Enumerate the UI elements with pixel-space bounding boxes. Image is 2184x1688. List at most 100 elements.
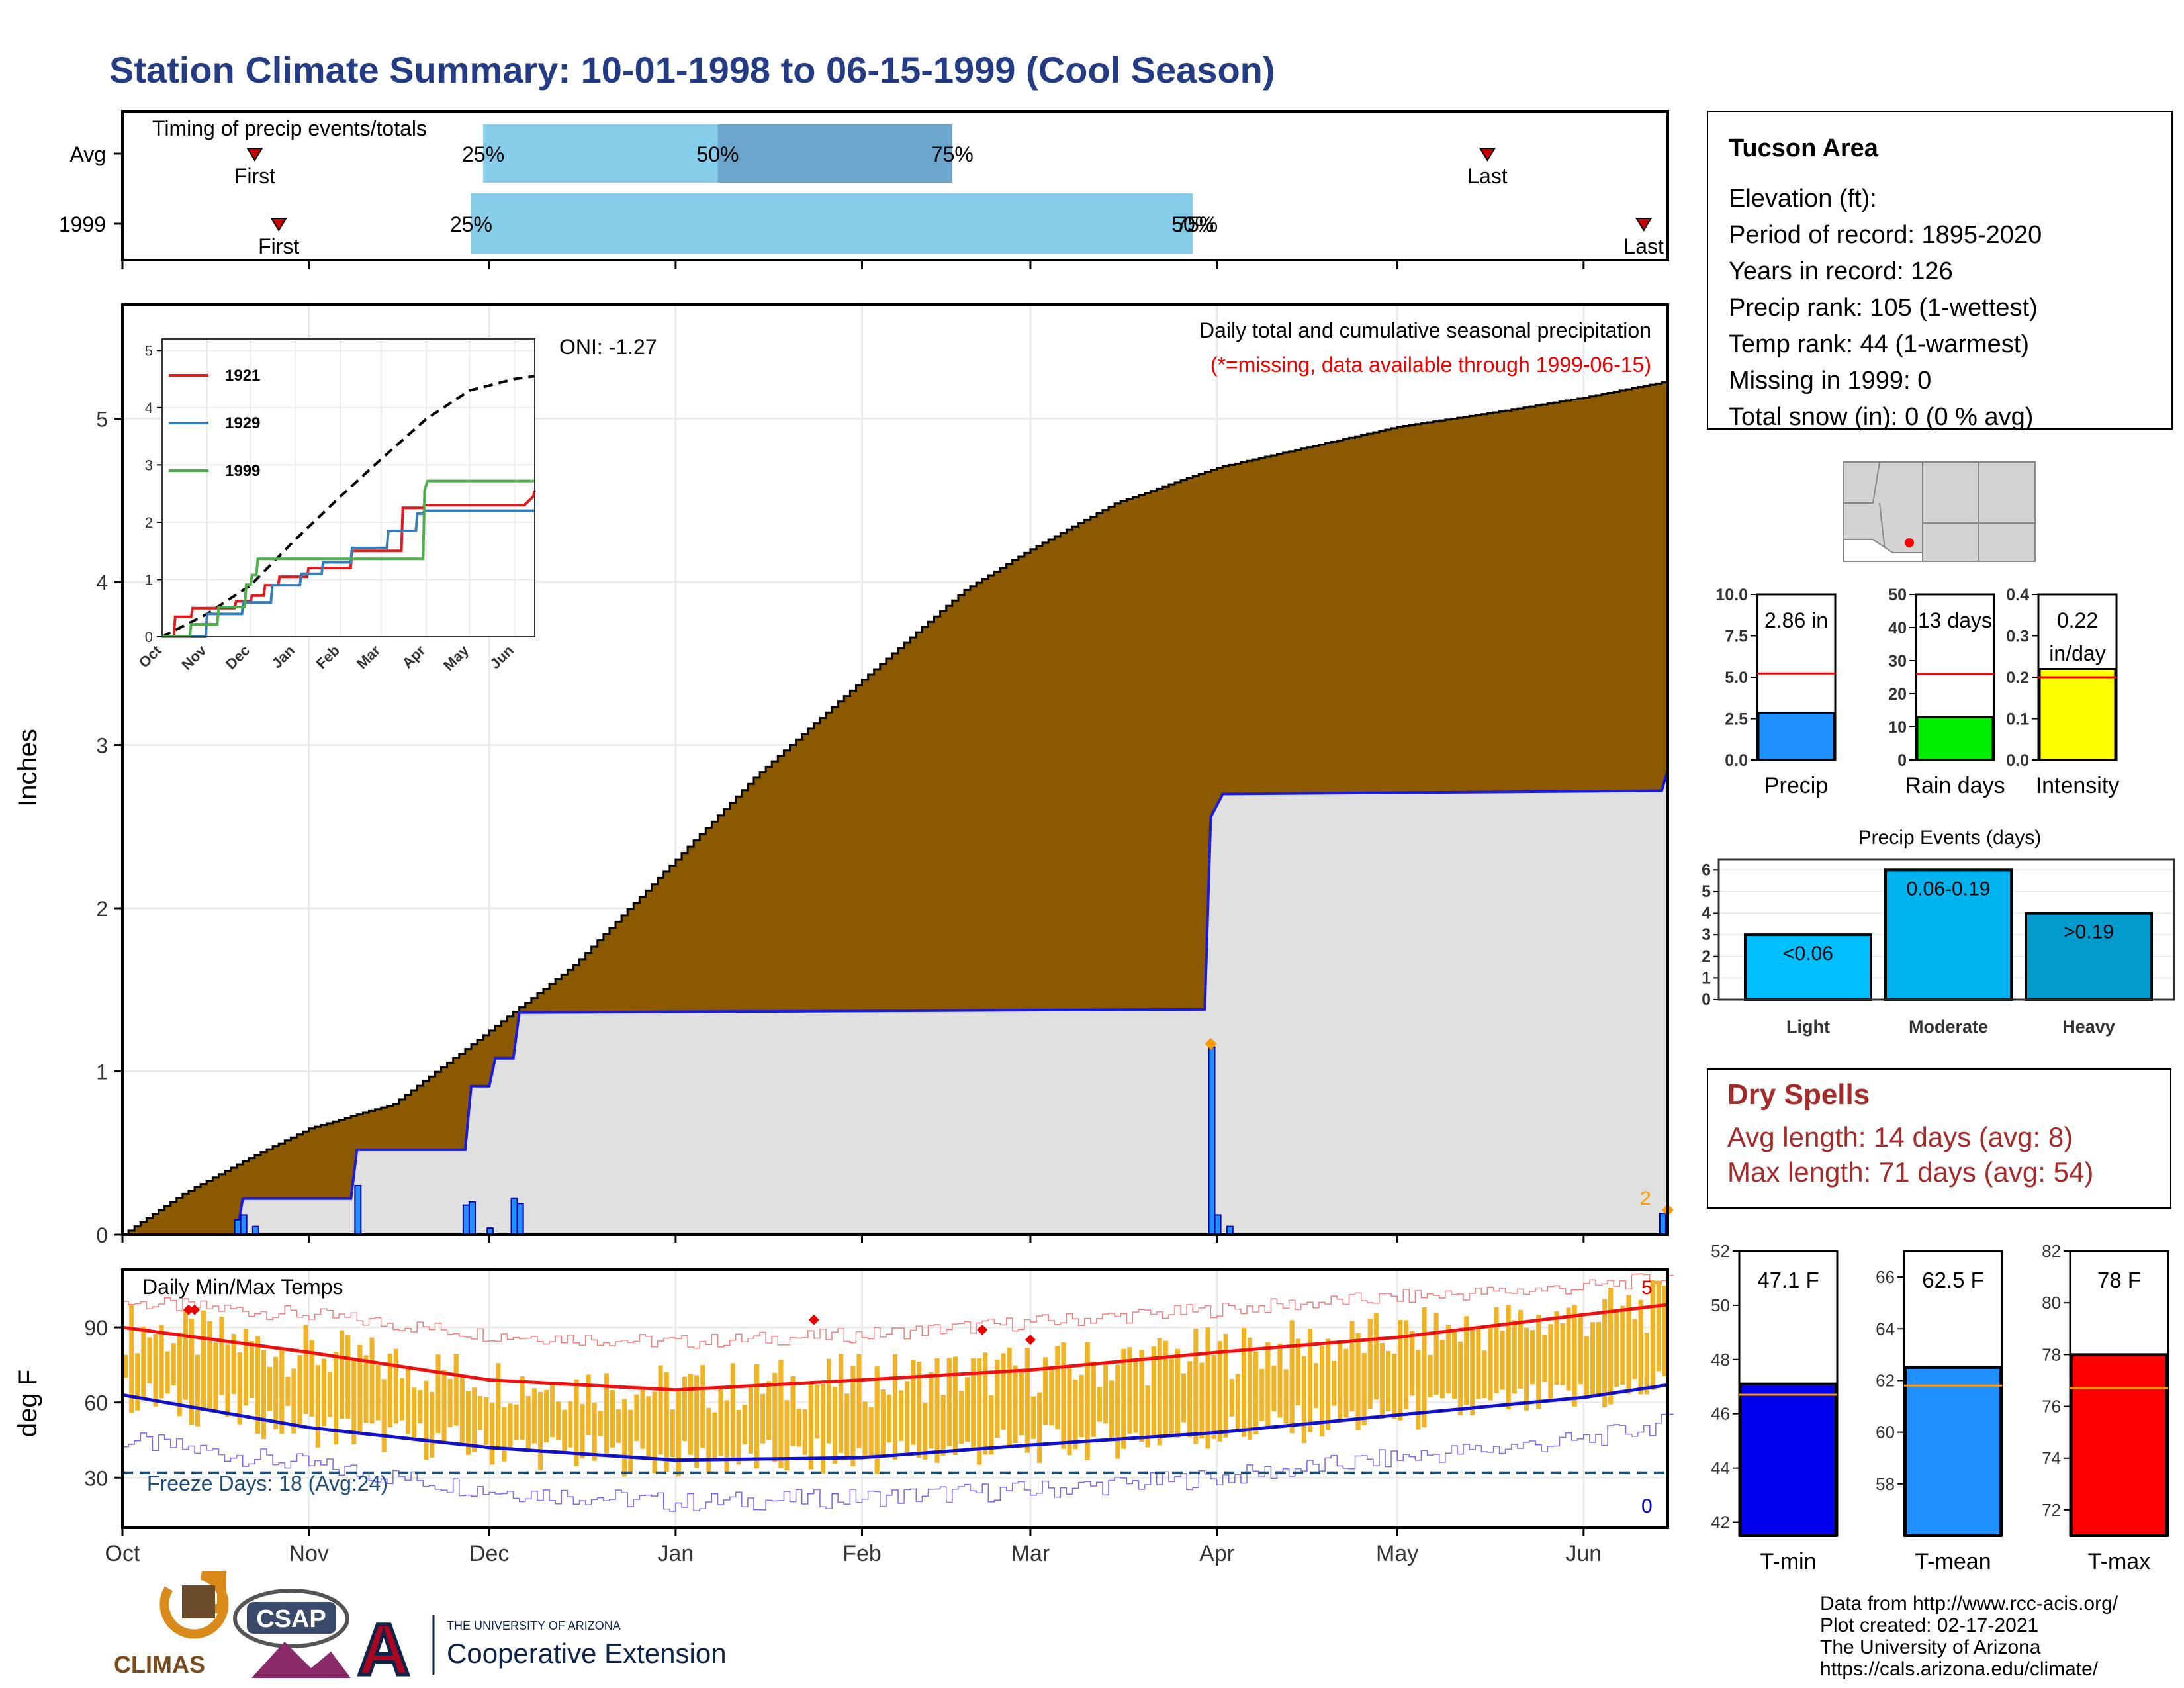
daily-temp-bar [622,1399,627,1477]
daily-temp-bar [490,1403,495,1465]
daily-temp-bar [1332,1360,1337,1406]
daily-temp-bar [387,1353,392,1428]
timing-p25-label: 25% [450,212,492,236]
daily-temp-bar [297,1355,302,1429]
record-high-marker [808,1314,819,1325]
daily-temp-bar [562,1409,567,1453]
ua-a-mark: A [357,1609,410,1688]
daily-temp-bar [399,1378,405,1421]
daily-temp-bar [1097,1387,1102,1422]
daily-temp-bar [369,1337,375,1424]
daily-temp-bar [412,1387,417,1440]
mini-y-tick-label: 10.0 [1715,586,1748,604]
daily-temp-bar [682,1376,688,1441]
dry-frame [1707,1068,2171,1209]
temp-y-tick-label: 60 [84,1391,108,1415]
daily-precip-bar [510,1197,518,1236]
daily-temp-bar [147,1337,152,1383]
mini-temp-y-tick-label: 62 [1876,1370,1895,1390]
daily-temp-bar [195,1354,201,1427]
mini-intensity-chart: 0.0 0.1 0.2 0.3 0.4 0.22 in/day Intensity [2006,586,2119,798]
events-bar-label: Light [1786,1017,1830,1037]
daily-temp-bar [1067,1365,1072,1456]
daily-temp-bar [820,1383,826,1474]
daily-temp-bar [430,1391,435,1458]
daily-temp-bar [1506,1305,1511,1409]
mini-temp-value-label: 78 F [2097,1268,2141,1292]
daily-temp-bar [381,1379,387,1452]
events-bar-range: >0.19 [2064,921,2114,943]
daily-temp-bar [1410,1331,1415,1396]
precip-y-tick-label: 1 [96,1060,108,1084]
daily-temp-bar [862,1401,868,1459]
daily-temp-bar [1211,1354,1216,1439]
daily-temp-bar [892,1354,898,1460]
daily-temp-bar [1193,1328,1199,1444]
temp-chart-title: Daily Min/Max Temps [142,1275,343,1299]
daily-temp-bar [868,1407,874,1458]
last-event-label: Last [1623,234,1664,258]
daily-temp-bar [1013,1365,1018,1443]
mini-value-unit: in/day [2049,641,2105,665]
daily-temp-bar [441,1370,447,1442]
daily-temp-bar [1139,1350,1144,1442]
daily-precip-bar [240,1214,248,1235]
daily-temp-bar [1451,1331,1457,1399]
daily-temp-bar [995,1360,1000,1438]
daily-temp-bar [766,1381,772,1440]
daily-temp-bar [1181,1373,1187,1423]
timing-right-mask [1669,111,1702,263]
daily-temp-bar [1494,1307,1499,1393]
daily-temp-bar [929,1372,934,1449]
daily-temp-bar [543,1390,549,1442]
daily-temp-bar [778,1360,784,1468]
climas-text: CLIMAS [114,1651,205,1678]
daily-temp-bar [676,1388,681,1477]
events-bar-label: Moderate [1909,1017,1988,1037]
daily-temp-bar [790,1376,796,1446]
daily-temp-bar [357,1344,363,1436]
daily-precip-bar [468,1201,476,1236]
daily-temp-bar [616,1409,621,1443]
daily-temp-bar [291,1368,296,1434]
daily-temp-bar [1416,1350,1421,1430]
daily-temp-bar [1428,1354,1433,1397]
daily-temp-bar [1650,1280,1655,1390]
mini-y-tick-label: 40 [1888,619,1907,637]
daily-temp-bar [1602,1299,1608,1407]
daily-temp-bar [1073,1380,1078,1450]
daily-temp-bar [946,1358,952,1446]
events-bar-range: 0.06-0.19 [1907,878,1991,900]
temp-y-tick-label: 30 [84,1466,108,1490]
daily-temp-bar [207,1321,212,1412]
daily-temp-bar [934,1358,940,1463]
daily-temp-bar [556,1401,561,1440]
daily-temp-bar [706,1407,711,1474]
daily-temp-bar [1488,1326,1493,1401]
daily-temp-bar [1019,1372,1024,1436]
daily-temp-bar [189,1318,195,1425]
daily-temp-bar [171,1343,176,1386]
timing-title: Timing of precip events/totals [152,117,427,140]
daily-temp-bar [1085,1342,1090,1461]
inset-legend-label: 1921 [225,367,260,385]
daily-temp-bar [748,1386,753,1454]
record-high-marker [183,1304,194,1315]
daily-temp-bar [1608,1288,1614,1405]
temp-x-tick-label: Dec [469,1541,509,1566]
record-precip-marker [1205,1037,1217,1050]
events-bar-range: <0.06 [1783,943,1833,964]
inset-avg-line [161,375,535,638]
daily-temp-bar [1542,1334,1547,1383]
daily-temp-bar [321,1358,326,1427]
temp-x-tick-label: Nov [289,1541,328,1566]
daily-temp-bar [1554,1311,1559,1385]
inset-y-tick-label: 0 [145,629,153,645]
events-bar-light [1744,933,1872,1001]
daily-temp-bar [856,1354,862,1448]
daily-temp-bar [1217,1341,1222,1442]
daily-temp-bar [736,1409,741,1465]
daily-temp-bar [459,1376,465,1444]
daily-temp-bar [827,1358,832,1444]
daily-temp-bar [183,1309,188,1400]
